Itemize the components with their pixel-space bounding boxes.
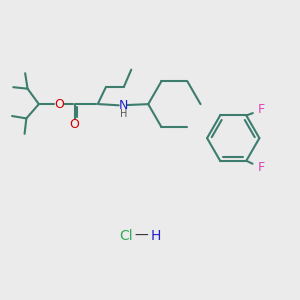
Text: O: O: [70, 118, 80, 131]
Text: F: F: [258, 103, 265, 116]
Text: Cl: Cl: [119, 229, 133, 243]
Text: F: F: [258, 161, 265, 174]
Text: H: H: [151, 229, 161, 243]
Text: H: H: [120, 109, 128, 119]
Text: O: O: [54, 98, 64, 111]
Text: —: —: [135, 229, 148, 243]
Text: N: N: [118, 99, 128, 112]
